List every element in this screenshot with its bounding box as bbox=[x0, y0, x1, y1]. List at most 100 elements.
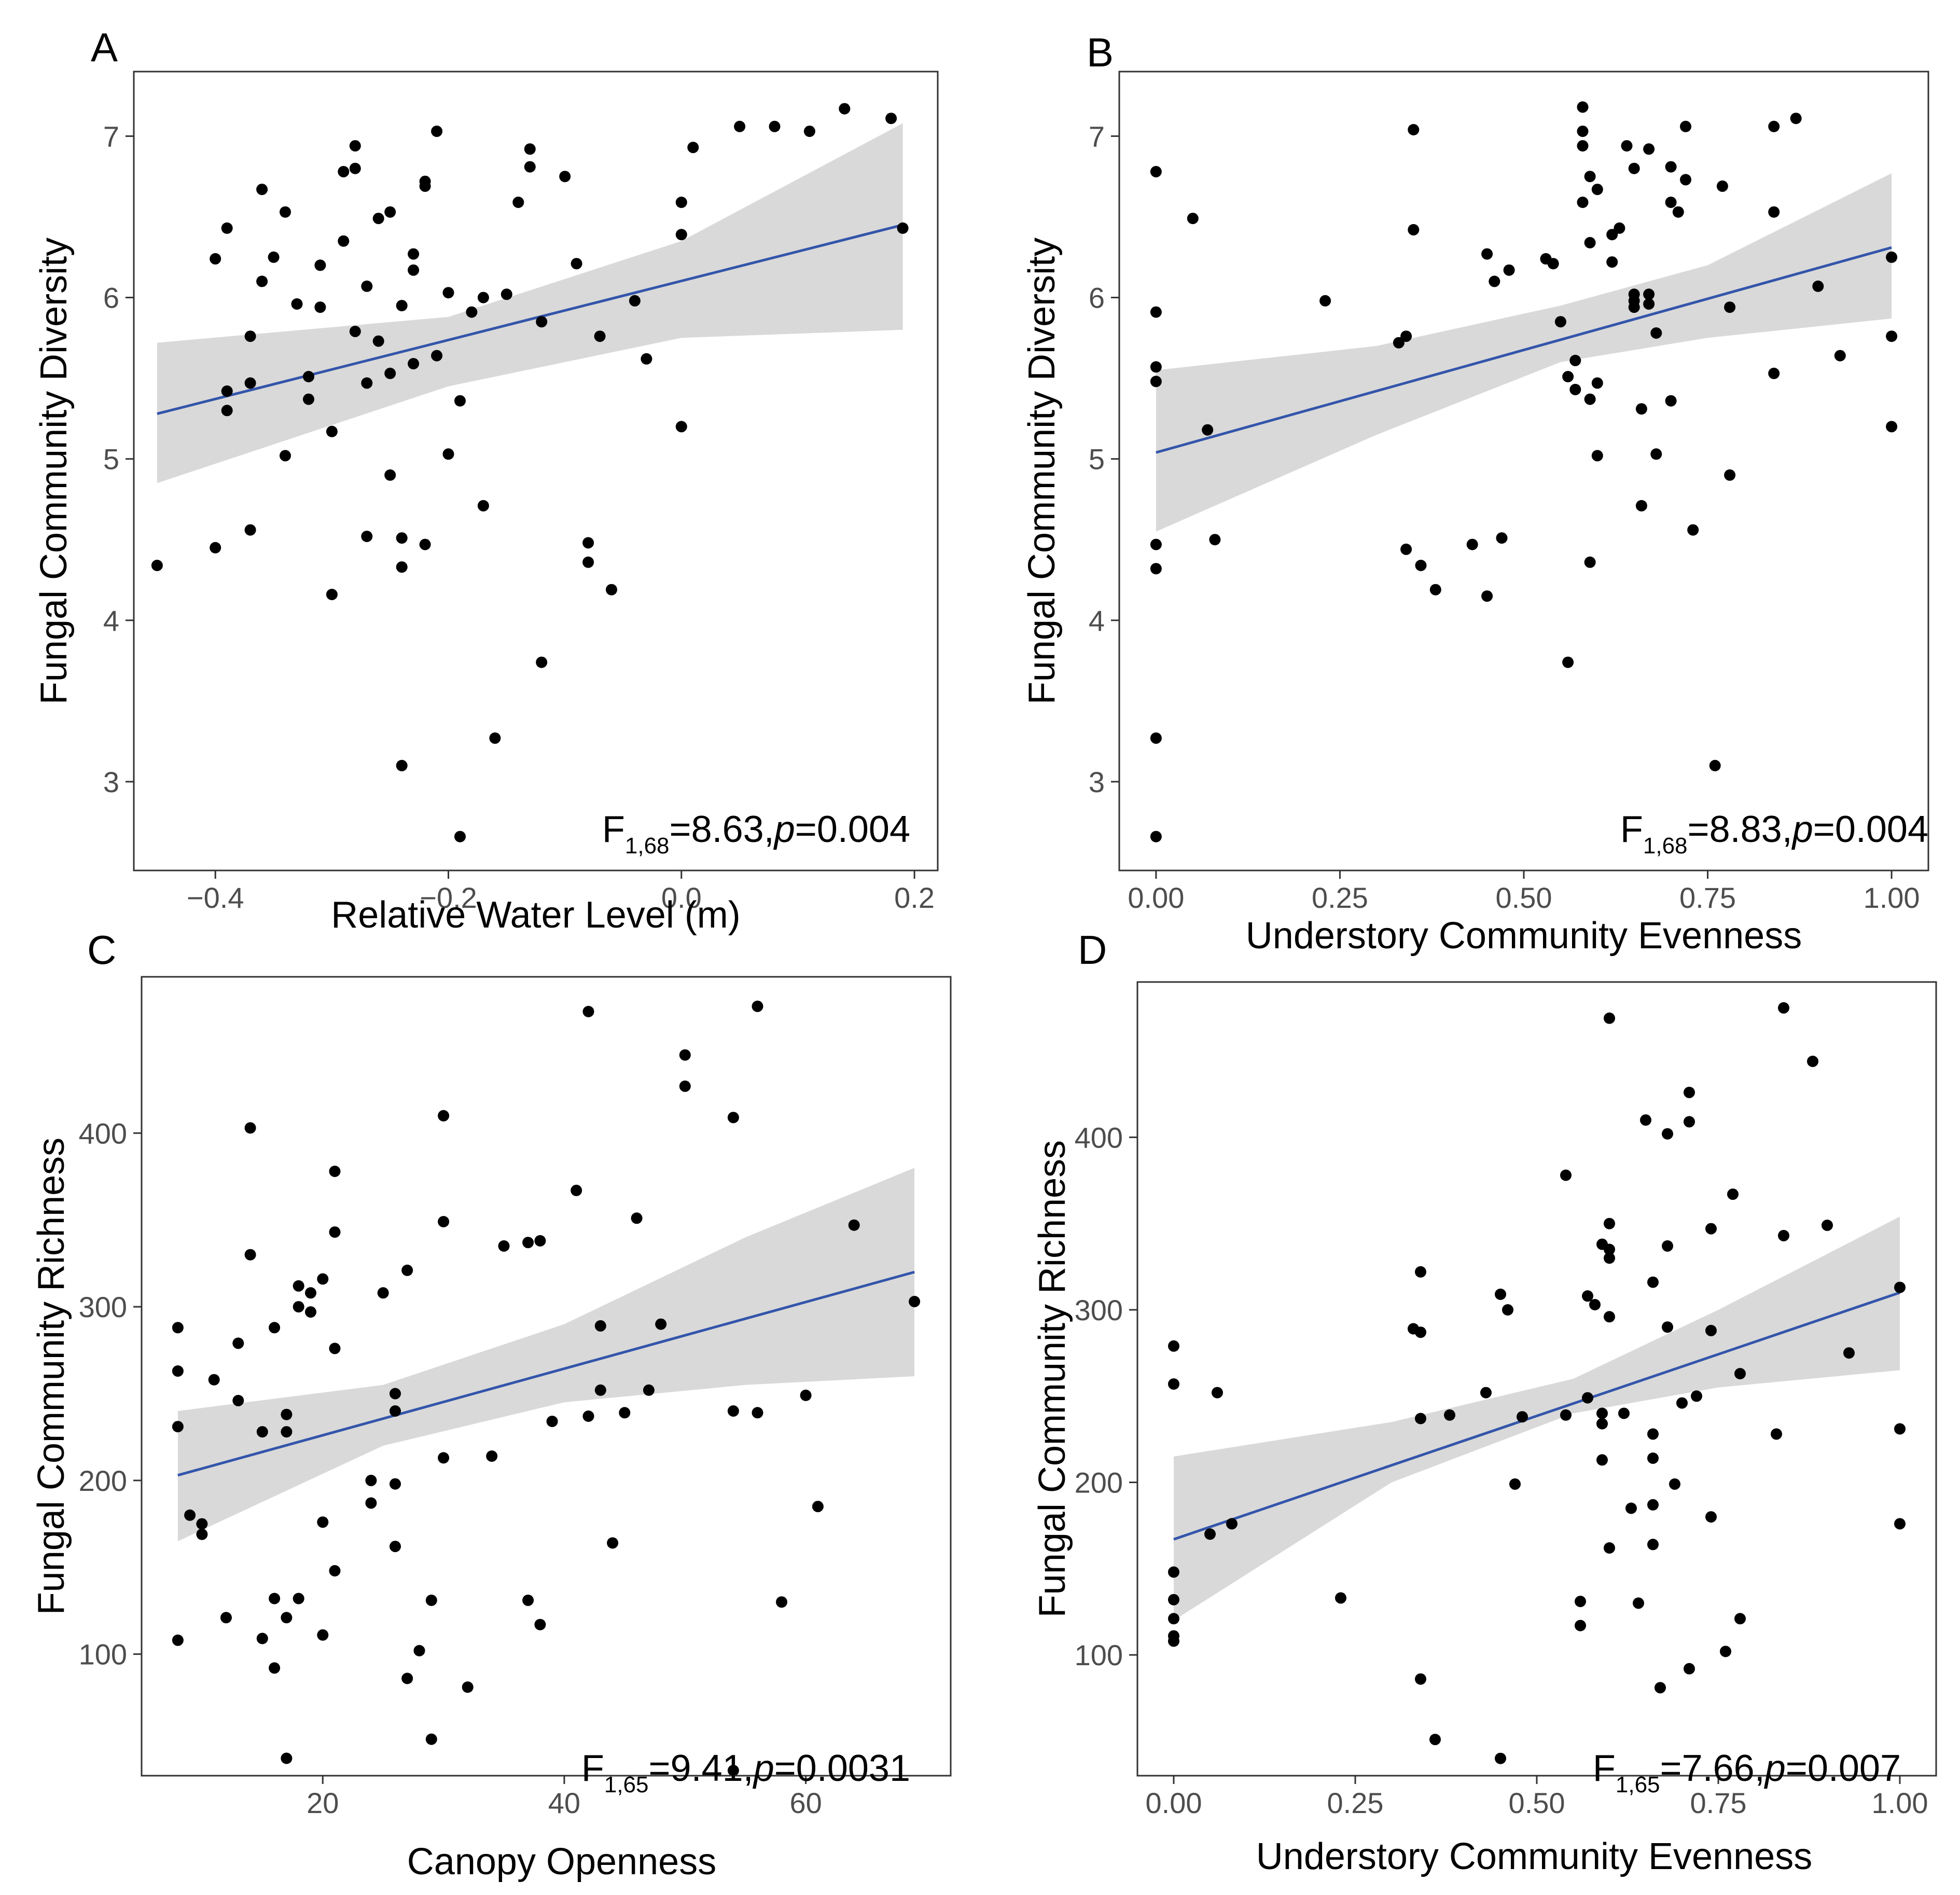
data-point bbox=[1400, 543, 1412, 555]
data-point bbox=[408, 248, 420, 260]
data-point bbox=[1705, 1511, 1717, 1523]
data-point bbox=[1168, 1635, 1179, 1647]
data-point bbox=[1577, 126, 1589, 137]
panel-label-d: D bbox=[1078, 927, 1107, 973]
x-tick-label: 60 bbox=[789, 1787, 822, 1819]
data-point bbox=[1684, 1663, 1695, 1675]
data-point bbox=[1684, 1086, 1695, 1098]
data-point bbox=[408, 264, 420, 276]
data-point bbox=[1168, 1594, 1179, 1606]
data-point bbox=[1687, 524, 1699, 536]
panel-label-a: A bbox=[91, 24, 118, 70]
data-point bbox=[293, 1280, 304, 1292]
data-point bbox=[384, 469, 396, 481]
data-point bbox=[1643, 288, 1655, 300]
data-point bbox=[1771, 1428, 1782, 1440]
data-point bbox=[396, 759, 408, 771]
data-point bbox=[1466, 538, 1478, 550]
data-point bbox=[1665, 395, 1677, 407]
stat-df: 1,68 bbox=[625, 833, 670, 859]
data-point bbox=[477, 292, 489, 303]
data-point bbox=[1204, 1528, 1216, 1540]
data-point bbox=[244, 524, 256, 536]
data-point bbox=[1582, 1290, 1593, 1302]
x-tick-label: 1.00 bbox=[1864, 881, 1920, 914]
data-point bbox=[314, 259, 326, 271]
y-tick-label: 5 bbox=[1089, 443, 1105, 476]
data-point bbox=[524, 161, 536, 173]
data-point bbox=[1768, 367, 1780, 379]
data-point bbox=[338, 165, 350, 177]
confidence-band-d bbox=[1174, 1216, 1900, 1621]
data-point bbox=[1596, 1418, 1608, 1430]
data-point bbox=[536, 316, 548, 328]
x-tick-label: 40 bbox=[548, 1787, 580, 1819]
data-point bbox=[329, 1343, 341, 1354]
data-point bbox=[390, 1405, 401, 1417]
data-point bbox=[269, 1662, 281, 1674]
data-point bbox=[1415, 1326, 1426, 1338]
data-point bbox=[606, 584, 617, 596]
data-point bbox=[196, 1518, 208, 1530]
data-point bbox=[1569, 383, 1581, 395]
data-point bbox=[438, 1216, 450, 1227]
data-point bbox=[1150, 165, 1162, 177]
data-point bbox=[1618, 1407, 1630, 1419]
data-point bbox=[629, 295, 641, 307]
plot-frame-a bbox=[133, 71, 939, 872]
data-point bbox=[1640, 1114, 1651, 1126]
data-point bbox=[1790, 113, 1802, 125]
data-point bbox=[291, 298, 303, 310]
data-point bbox=[1168, 1613, 1179, 1625]
data-point bbox=[1415, 1673, 1426, 1685]
data-point bbox=[1584, 237, 1596, 248]
data-point bbox=[151, 560, 163, 571]
data-point bbox=[281, 1426, 293, 1438]
data-point bbox=[431, 350, 443, 362]
data-point bbox=[1481, 590, 1493, 602]
data-point bbox=[1150, 732, 1162, 744]
stat-p-label: p bbox=[753, 1748, 774, 1789]
data-point bbox=[377, 1287, 389, 1299]
data-point bbox=[1807, 1056, 1818, 1067]
data-point bbox=[1596, 1454, 1608, 1466]
regression-line-c bbox=[177, 1270, 915, 1477]
x-tick-label: 0.50 bbox=[1496, 881, 1552, 914]
data-point bbox=[256, 1426, 268, 1438]
data-point bbox=[210, 253, 221, 265]
data-point bbox=[1547, 258, 1559, 270]
data-point bbox=[466, 306, 478, 318]
data-point bbox=[1429, 1734, 1441, 1746]
points-c bbox=[172, 1000, 921, 1776]
data-point bbox=[1643, 298, 1655, 310]
data-point bbox=[305, 1287, 316, 1299]
data-point bbox=[220, 1612, 232, 1624]
y-tick-label: 300 bbox=[79, 1291, 127, 1323]
data-point bbox=[885, 113, 897, 125]
confidence-band-a bbox=[157, 123, 903, 483]
data-point bbox=[571, 258, 582, 270]
data-point bbox=[221, 385, 233, 397]
data-point bbox=[1150, 831, 1162, 842]
data-point bbox=[582, 556, 594, 568]
data-point bbox=[1168, 1378, 1179, 1390]
data-point bbox=[244, 377, 256, 389]
data-point bbox=[1569, 354, 1581, 366]
data-point bbox=[1647, 1453, 1659, 1464]
x-tick-label: 0.50 bbox=[1509, 1787, 1565, 1819]
data-point bbox=[317, 1516, 329, 1528]
data-point bbox=[675, 197, 687, 208]
data-point bbox=[524, 143, 536, 155]
data-point bbox=[269, 1322, 281, 1334]
data-point bbox=[361, 531, 373, 542]
data-point bbox=[909, 1296, 921, 1307]
data-point bbox=[1604, 1012, 1615, 1024]
data-point bbox=[401, 1264, 413, 1276]
data-point bbox=[1843, 1347, 1855, 1359]
data-point bbox=[1150, 538, 1162, 550]
data-point bbox=[326, 589, 338, 600]
data-point bbox=[1596, 1407, 1608, 1419]
data-point bbox=[641, 353, 652, 365]
data-point bbox=[256, 275, 268, 287]
